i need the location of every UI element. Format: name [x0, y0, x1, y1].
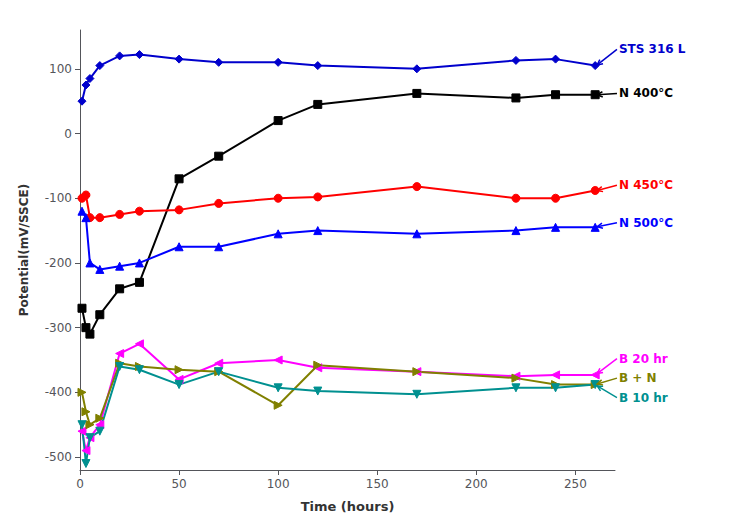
svg-text:-300: -300: [45, 321, 72, 335]
svg-text:-100: -100: [45, 191, 72, 205]
svg-text:Time (hours): Time (hours): [301, 499, 395, 514]
svg-text:250: 250: [564, 477, 587, 491]
svg-text:50: 50: [171, 477, 186, 491]
svg-text:100: 100: [267, 477, 290, 491]
svg-text:B + N: B + N: [619, 371, 657, 385]
svg-text:150: 150: [366, 477, 389, 491]
svg-text:Potential(mV/SSCE): Potential(mV/SSCE): [17, 184, 31, 316]
svg-text:STS 316 L: STS 316 L: [619, 42, 686, 56]
svg-text:B 20 hr: B 20 hr: [619, 352, 668, 366]
svg-text:200: 200: [465, 477, 488, 491]
svg-text:-400: -400: [45, 385, 72, 399]
svg-text:N 500°C: N 500°C: [619, 216, 673, 230]
svg-text:N 400°C: N 400°C: [619, 86, 673, 100]
svg-text:100: 100: [49, 62, 72, 76]
svg-text:-500: -500: [45, 450, 72, 464]
svg-text:0: 0: [64, 127, 72, 141]
svg-text:-200: -200: [45, 256, 72, 270]
svg-text:N 450°C: N 450°C: [619, 178, 673, 192]
svg-text:B 10 hr: B 10 hr: [619, 391, 668, 405]
svg-text:0: 0: [76, 477, 84, 491]
